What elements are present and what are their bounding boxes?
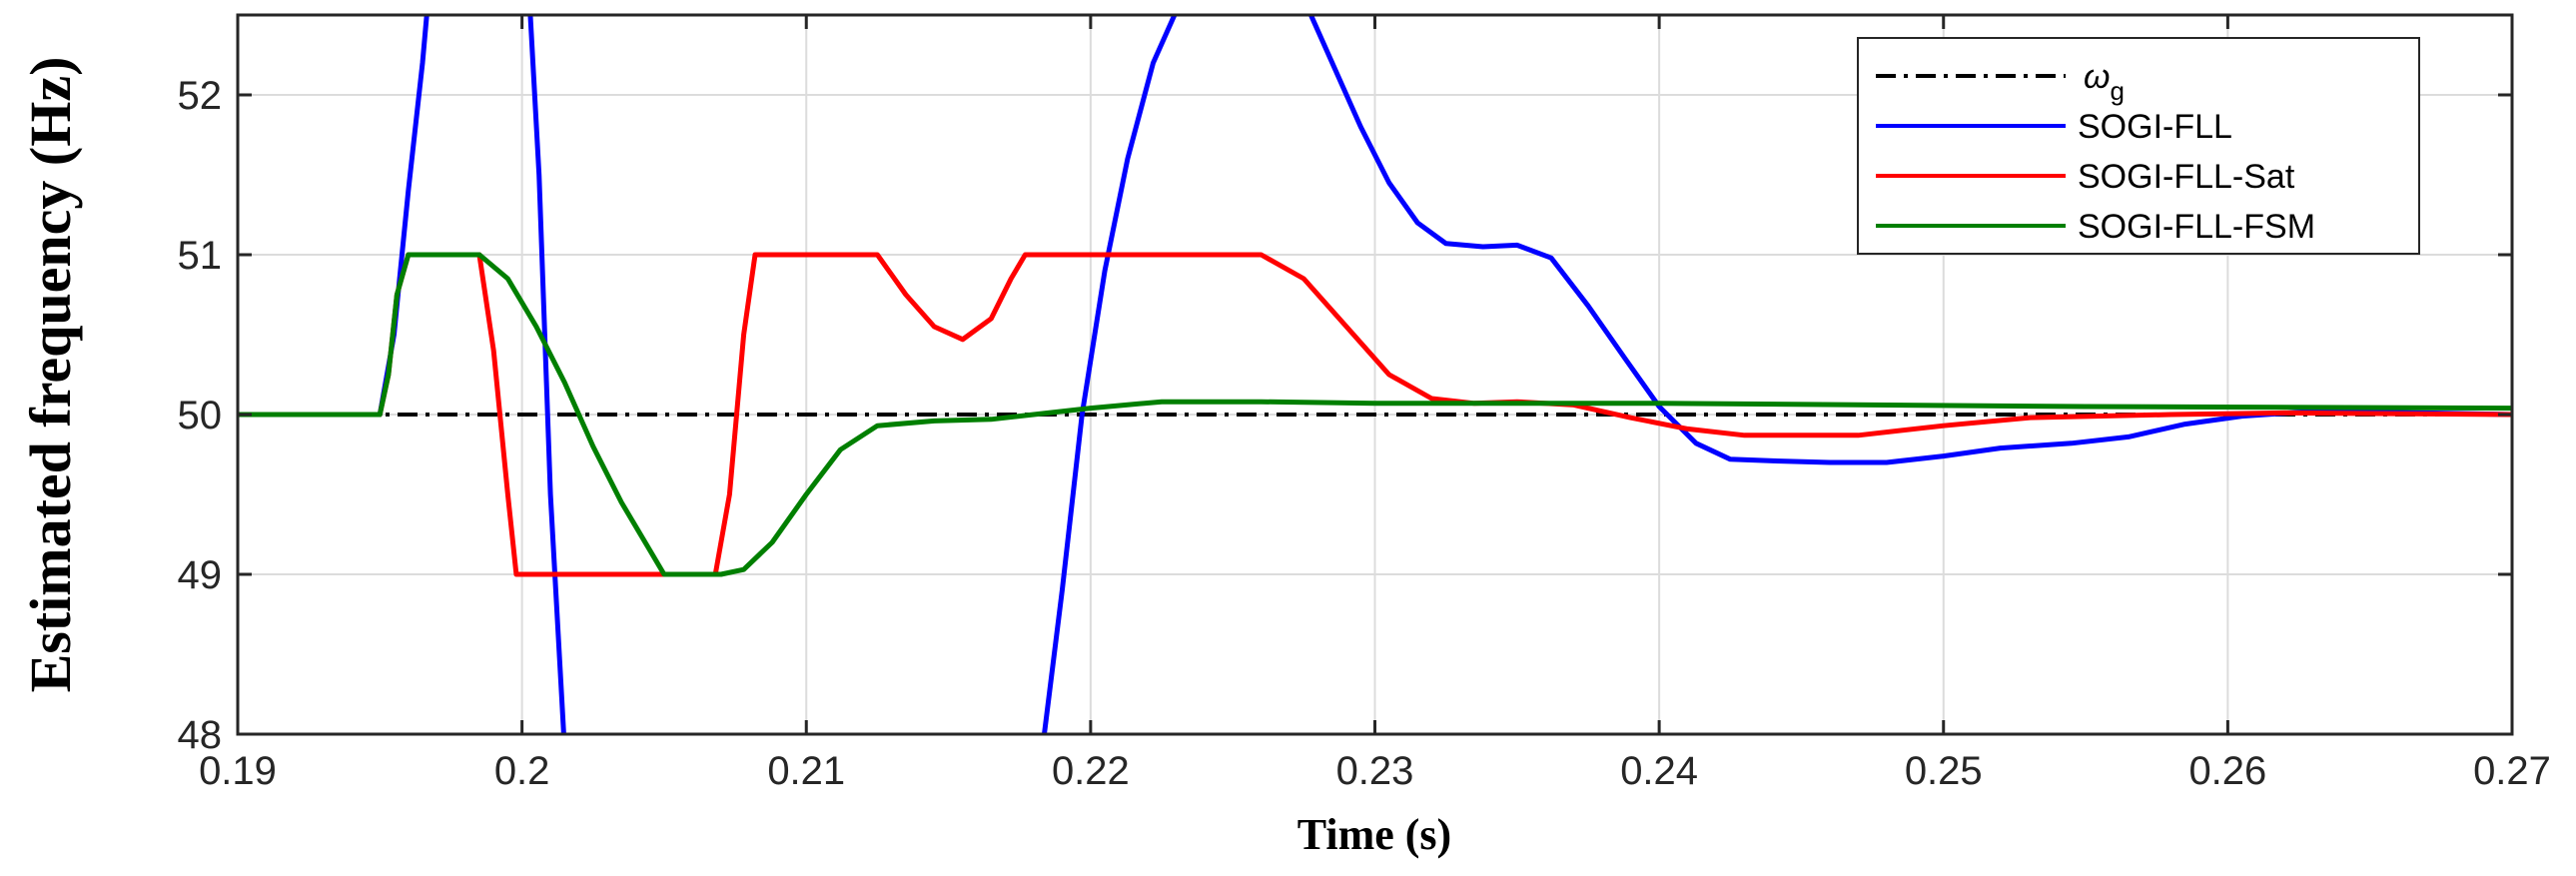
y-tick-label: 51 [178,234,223,278]
x-tick-label: 0.26 [2188,749,2266,793]
series-layer [238,15,2512,734]
x-tick-label: 0.21 [767,749,845,793]
series-line-sogi-fll-fsm [238,252,2512,577]
y-tick-label: 50 [178,394,223,438]
x-tick-label: 0.24 [1620,749,1698,793]
x-tick-label: 0.2 [494,749,550,793]
ticks [236,15,2514,736]
legend-label-sogi-fll: SOGI-FLL [2078,108,2232,146]
x-tick-label: 0.27 [2473,749,2551,793]
x-tick-label: 0.25 [1905,749,1983,793]
legend-label-sogi-fll-fsm: SOGI-FLL-FSM [2078,208,2315,246]
legend-box [1857,37,2420,255]
y-tick-label: 48 [178,713,223,757]
series-line-sogi-fll-sat [238,252,2512,577]
y-axis-label: Estimated frequency (Hz) [18,57,83,693]
y-tick-label: 49 [178,553,223,597]
x-axis-label: Time (s) [1297,810,1451,859]
x-tick-label: 0.19 [199,749,277,793]
legend-label-sogi-fll-sat: SOGI-FLL-Sat [2078,158,2295,196]
y-tick-label: 52 [178,74,223,118]
tick-labels: 0.19 0.2 0.21 0.22 0.23 0.24 0.25 0.26 0.27 48 49 5… [178,74,2551,793]
x-tick-label: 0.23 [1336,749,1414,793]
x-tick-label: 0.22 [1052,749,1130,793]
series-line-sogi-fll [238,15,2512,734]
